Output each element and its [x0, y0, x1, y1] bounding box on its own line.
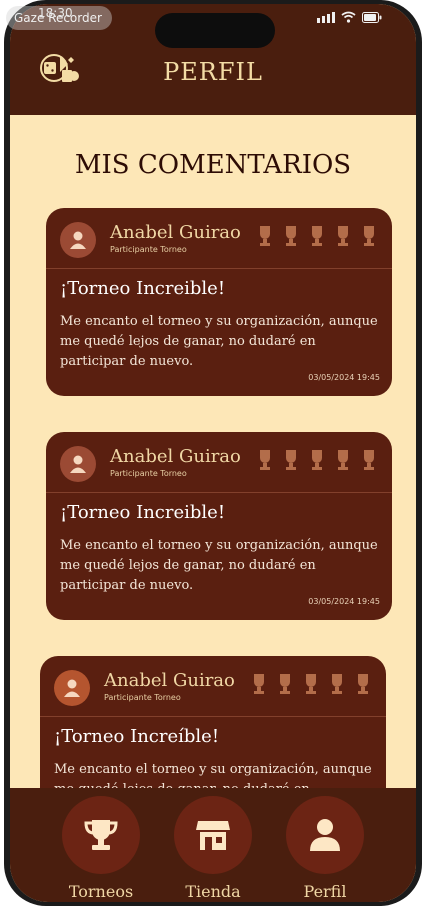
app-header: PERFIL [10, 4, 416, 115]
phone-frame: PERFIL MIS COMENTARIOS Anabel Guirao Par… [4, 0, 422, 906]
rating-trophies [250, 672, 372, 696]
app-screen: PERFIL MIS COMENTARIOS Anabel Guirao Par… [10, 4, 416, 902]
trophy-icon [364, 450, 374, 470]
commenter-name: Anabel Guirao [104, 670, 235, 691]
user-avatar-icon [70, 231, 86, 249]
wifi-icon [341, 11, 356, 23]
avatar [54, 670, 90, 706]
trophy-icon [254, 674, 264, 694]
user-avatar-icon [70, 455, 86, 473]
nav-item-perfil[interactable]: Perfil [270, 796, 380, 901]
commenter-role: Participante Torneo [110, 245, 187, 254]
rating-trophies [256, 448, 378, 472]
trophy-icon [338, 226, 348, 246]
comment-card-header: Anabel Guirao Participante Torneo [40, 656, 386, 717]
rating-trophies [256, 224, 378, 248]
signal-icon [317, 11, 335, 23]
comment-text: Me encanto el torneo y su organización, … [60, 314, 378, 369]
user-avatar-icon [64, 679, 80, 697]
store-icon [196, 821, 230, 850]
status-icons [317, 11, 382, 23]
comment-date: 03/05/2024 19:45 [308, 597, 380, 606]
comment-title: ¡Torneo Increíble! [54, 726, 220, 747]
page-title: PERFIL [163, 58, 263, 86]
trophy-icon [364, 226, 374, 246]
trophy-icon [332, 674, 342, 694]
comment-title: ¡Torneo Increible! [60, 502, 226, 523]
app-logo-icon [40, 54, 79, 82]
avatar [60, 446, 96, 482]
battery-icon [362, 11, 382, 23]
nav-circle[interactable] [174, 796, 252, 874]
trophy-icon [280, 674, 290, 694]
trophy-icon [260, 226, 270, 246]
status-time: 18:30 [38, 6, 73, 20]
commenter-name: Anabel Guirao [110, 446, 241, 467]
comment-title: ¡Torneo Increible! [60, 278, 226, 299]
trophy-icon [312, 226, 322, 246]
trophy-icon [312, 450, 322, 470]
gaze-recorder-badge: Gaze Recorder [6, 6, 112, 30]
comment-card[interactable]: Anabel Guirao Participante Torneo ¡Torne… [46, 208, 392, 396]
trophy-icon [338, 450, 348, 470]
comment-date: 03/05/2024 19:45 [308, 373, 380, 382]
nav-circle[interactable] [62, 796, 140, 874]
comment-text: Me encanto el torneo y su organización, … [60, 538, 378, 593]
trophy-icon [286, 450, 296, 470]
nav-label: Torneos [68, 882, 134, 901]
trophy-icon [306, 674, 316, 694]
user-icon [310, 819, 340, 851]
nav-label: Tienda [185, 882, 241, 901]
bottom-nav: Torneos Tienda [10, 788, 416, 902]
nav-circle[interactable] [286, 796, 364, 874]
commenter-name: Anabel Guirao [110, 222, 241, 243]
dynamic-island [155, 13, 275, 48]
commenter-role: Participante Torneo [104, 693, 181, 702]
nav-item-tienda[interactable]: Tienda [158, 796, 268, 901]
commenter-role: Participante Torneo [110, 469, 187, 478]
trophy-icon [84, 820, 118, 850]
nav-label: Perfil [303, 882, 347, 901]
trophy-icon [358, 674, 368, 694]
trophy-icon [286, 226, 296, 246]
section-title: MIS COMENTARIOS [74, 150, 352, 180]
comment-card-header: Anabel Guirao Participante Torneo [46, 432, 392, 493]
nav-item-torneos[interactable]: Torneos [46, 796, 156, 901]
avatar [60, 222, 96, 258]
comment-card-header: Anabel Guirao Participante Torneo [46, 208, 392, 269]
comment-card[interactable]: Anabel Guirao Participante Torneo ¡Torne… [46, 432, 392, 620]
trophy-icon [260, 450, 270, 470]
